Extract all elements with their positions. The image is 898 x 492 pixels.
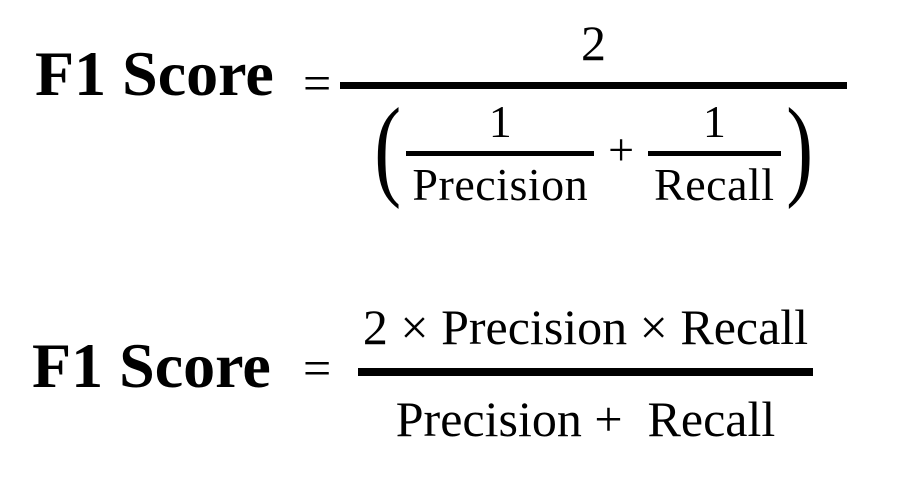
open-paren: ( [374, 86, 402, 211]
formula2-numerator: 2 × Precision × Recall [362, 299, 809, 355]
formula1-numerator: 2 [581, 15, 606, 71]
formula2-title: F1 Score [32, 330, 271, 401]
formula2-fraction-bar [358, 368, 813, 376]
close-paren: ) [785, 86, 813, 211]
plus-operator: + [608, 123, 635, 175]
recall-reciprocal-fraction: 1 Recall [648, 99, 781, 208]
formula2-equals-sign: = [303, 340, 332, 396]
precision-fraction-bar [406, 151, 595, 156]
recall-fraction-bar [648, 151, 781, 156]
formula2-fraction: 2 × Precision × Recall Precision + Recal… [358, 302, 813, 444]
precision-fraction-denominator: Precision [412, 159, 589, 210]
formula2-denominator: Precision + Recall [395, 391, 776, 447]
precision-fraction-numerator: 1 [488, 96, 512, 147]
recall-fraction-denominator: Recall [654, 159, 775, 210]
recall-fraction-numerator: 1 [702, 96, 726, 147]
formula1-title: F1 Score [35, 38, 274, 109]
formula1-fraction-bar [340, 82, 847, 89]
formula1-equals-sign: = [303, 55, 332, 111]
formula1-fraction: 2 ( 1 Precision + 1 Recall ) [340, 18, 847, 208]
precision-reciprocal-fraction: 1 Precision [406, 96, 595, 210]
formula1-denominator: ( 1 Precision + 1 Recall ) [369, 89, 818, 208]
